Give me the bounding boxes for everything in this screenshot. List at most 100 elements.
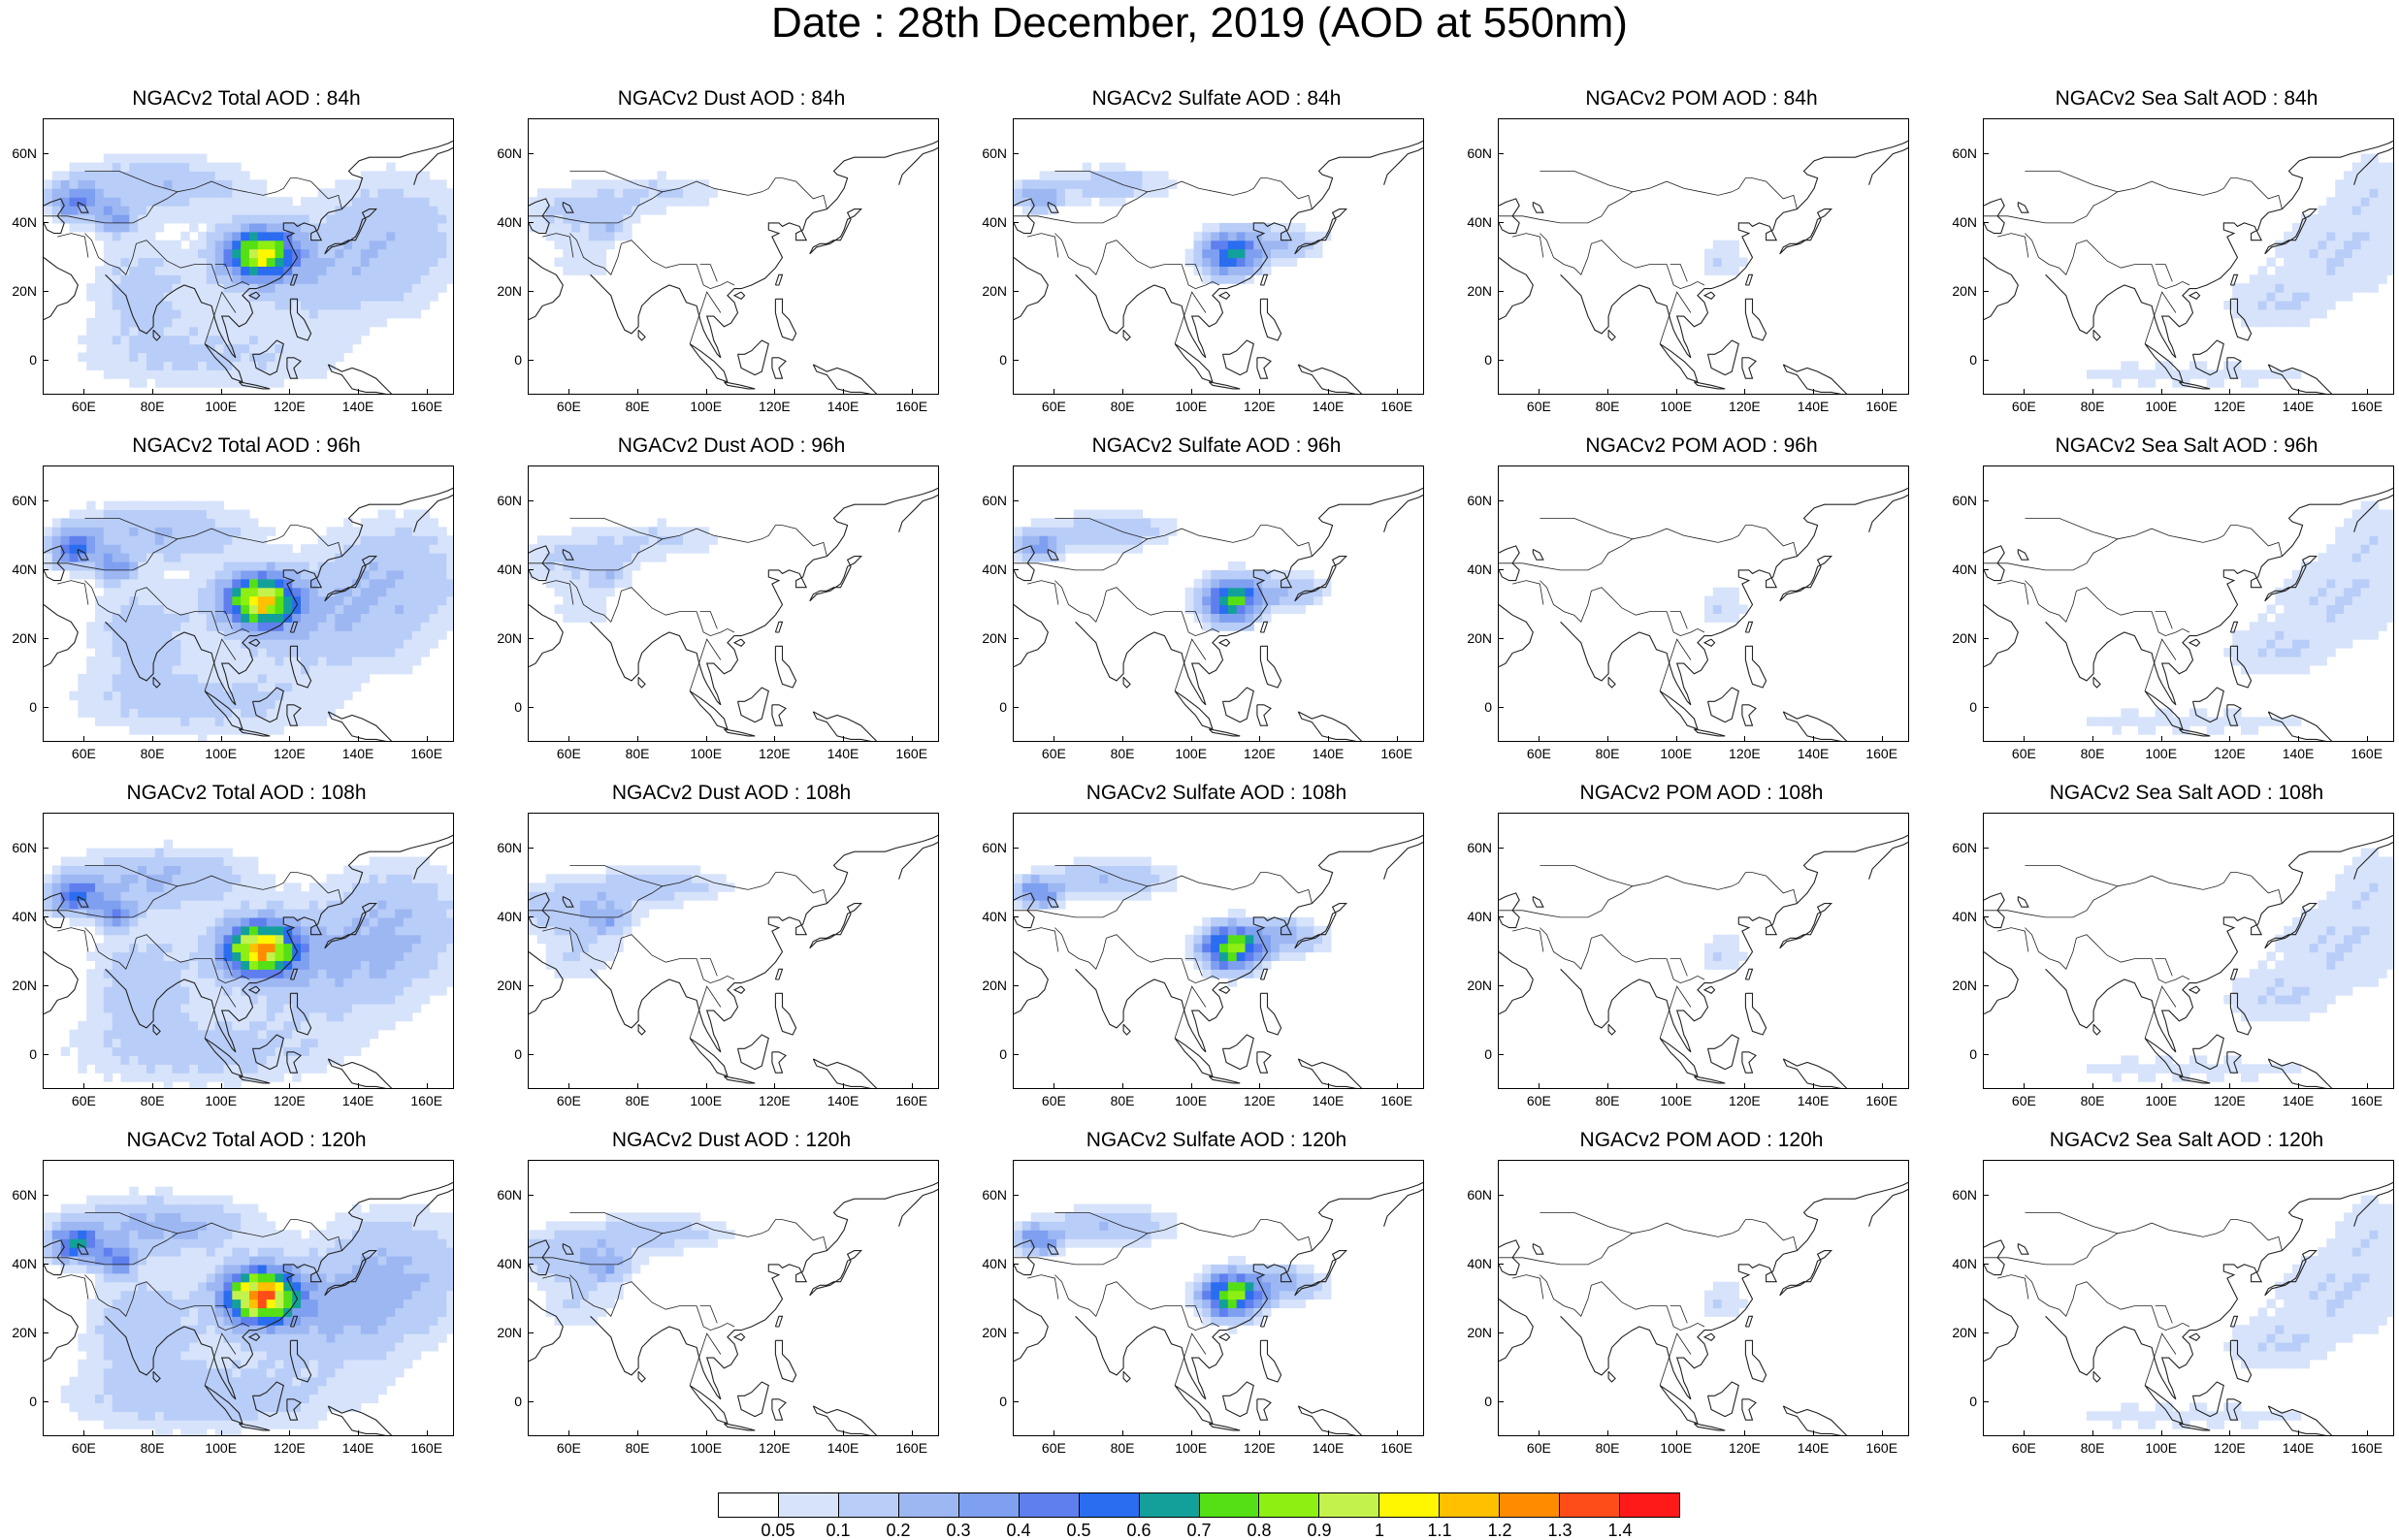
aod-cell	[180, 500, 190, 511]
aod-cell	[1184, 951, 1195, 961]
aod-cell	[2369, 578, 2379, 589]
aod-cell	[369, 587, 379, 597]
aod-cell	[2335, 206, 2345, 215]
aod-cell	[1039, 527, 1049, 536]
aod-cell	[1704, 257, 1714, 267]
aod-cell	[420, 301, 431, 310]
aod-cell	[2275, 301, 2285, 310]
aod-cell	[154, 283, 165, 293]
aod-cell	[120, 274, 130, 284]
aod-cell	[103, 960, 113, 970]
aod-cell	[2326, 622, 2336, 631]
aod-cell	[223, 231, 233, 241]
aod-cell	[2300, 664, 2311, 675]
lat-tick-label: 0	[999, 352, 1007, 369]
aod-cell	[429, 622, 438, 631]
aod-cell	[2378, 527, 2387, 536]
aod-cell	[1219, 274, 1229, 284]
panel-title: NGACv2 POM AOD : 84h	[1585, 87, 1818, 110]
aod-cell	[78, 690, 87, 701]
aod-cell	[2129, 361, 2139, 370]
aod-cell	[129, 951, 139, 961]
aod-cell	[326, 656, 336, 666]
aod-cell	[1227, 587, 1238, 597]
aod-cell	[2266, 630, 2276, 640]
aod-cell	[103, 882, 113, 892]
aod-cell	[386, 909, 396, 918]
aod-cell	[1245, 240, 1254, 250]
aod-cell	[223, 197, 233, 207]
aod-cell	[189, 535, 199, 545]
aod-cell	[597, 231, 607, 241]
aod-cell	[214, 248, 225, 259]
aod-cell	[249, 266, 259, 275]
aod-cell	[51, 900, 62, 910]
coastline	[637, 329, 646, 341]
aod-cell	[2386, 509, 2393, 519]
lon-tick	[426, 389, 428, 395]
aod-cell	[103, 622, 113, 631]
aod-cell	[429, 231, 438, 241]
aod-cell	[1227, 248, 1238, 259]
aod-cell	[1721, 240, 1732, 250]
aod-cell	[2335, 292, 2345, 302]
aod-cell	[2309, 656, 2319, 666]
aod-cell	[214, 343, 225, 354]
aod-cell	[129, 1073, 139, 1082]
aod-cell	[112, 301, 122, 310]
aod-cell	[580, 969, 590, 979]
lon-tick	[2366, 736, 2368, 742]
aod-cell	[588, 874, 599, 883]
aod-cell	[198, 995, 208, 1005]
aod-cell	[2318, 587, 2327, 597]
aod-cell	[172, 1003, 181, 1013]
aod-cell	[138, 856, 147, 866]
aod-cell	[129, 343, 139, 354]
aod-cell	[2300, 266, 2311, 275]
aod-cell	[129, 301, 139, 310]
aod-cell	[2386, 587, 2393, 597]
country-border	[214, 958, 233, 977]
aod-cell	[189, 378, 199, 388]
aod-cell	[120, 1029, 130, 1040]
aod-cell	[206, 682, 216, 692]
aod-cell	[580, 943, 590, 953]
aod-cell	[214, 587, 225, 597]
aod-cell	[95, 664, 105, 675]
aod-cell	[2360, 613, 2371, 623]
aod-cell	[257, 664, 268, 675]
aod-cell	[103, 535, 113, 545]
aod-cell	[112, 595, 122, 606]
aod-cell	[395, 197, 405, 207]
lon-tick-label: 80E	[625, 746, 650, 761]
aod-cell	[597, 179, 607, 189]
aod-cell	[2369, 222, 2379, 233]
aod-cell	[632, 916, 641, 927]
aod-cell	[249, 604, 259, 614]
aod-cell	[154, 648, 165, 658]
aod-cell	[214, 283, 225, 293]
aod-cell	[206, 1064, 216, 1074]
panel-title: NGACv2 Total AOD : 84h	[132, 87, 361, 110]
aod-cell	[266, 639, 276, 649]
aod-cell	[352, 648, 362, 658]
aod-cell	[78, 891, 87, 901]
aod-cell	[2284, 308, 2293, 319]
aod-cell	[241, 916, 250, 927]
aod-cell	[1296, 587, 1306, 597]
aod-cell	[1117, 509, 1126, 519]
aod-cell	[189, 708, 199, 718]
lon-tick	[1328, 736, 1330, 742]
aod-cell	[301, 916, 310, 927]
aod-cell	[708, 188, 718, 198]
aod-cell	[1090, 527, 1100, 536]
aod-cell	[138, 569, 147, 580]
aod-cell	[335, 352, 344, 362]
aod-cell	[1142, 882, 1151, 892]
aod-cell	[266, 630, 276, 640]
aod-cell	[404, 934, 413, 945]
aod-cell	[1168, 527, 1178, 536]
aod-cell	[326, 648, 336, 658]
aod-cell	[308, 214, 319, 224]
aod-cell	[249, 188, 259, 198]
